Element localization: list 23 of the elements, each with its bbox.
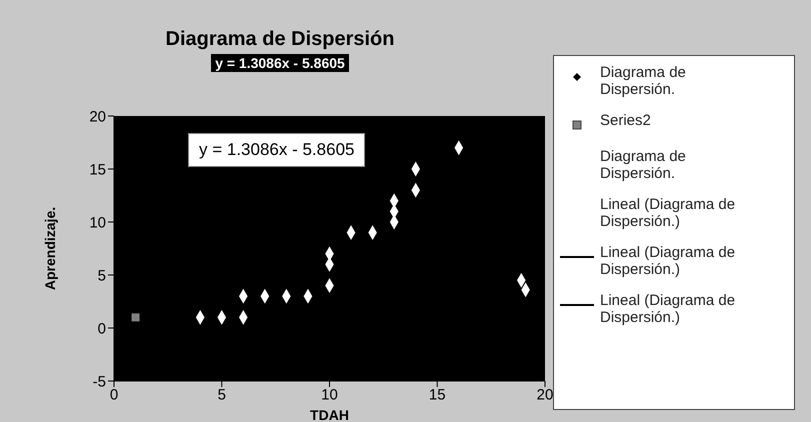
text: Diagrama de Dispersión. bbox=[600, 148, 687, 182]
x-tick-label: 20 bbox=[536, 386, 554, 404]
legend-label: Lineal (Diagrama de Dispersión.) bbox=[600, 244, 736, 278]
y-tick-label: 5 bbox=[98, 267, 106, 284]
y-axis-title: Aprendizaje. bbox=[42, 206, 58, 290]
x-tick-label: 15 bbox=[428, 386, 446, 404]
legend-label: Series2 bbox=[600, 112, 652, 129]
text: Lineal (Diagrama de Dispersión.) bbox=[600, 196, 736, 230]
chart-subtitle: y = 1.3086x - 5.8605 bbox=[211, 54, 349, 72]
y-tick-label: 15 bbox=[89, 161, 106, 178]
x-tick-label: 5 bbox=[218, 386, 226, 404]
y-tick-label: 0 bbox=[98, 320, 106, 338]
y-tick-label: 20 bbox=[89, 108, 106, 126]
text: Diagrama de Dispersión. bbox=[600, 64, 687, 98]
y-tick-label: 10 bbox=[89, 214, 106, 232]
y-tick-label: -5 bbox=[92, 373, 106, 390]
point bbox=[132, 313, 140, 322]
x-axis-title: TDAH bbox=[310, 407, 349, 422]
legend-label: Lineal (Diagrama de Dispersión.) bbox=[600, 292, 736, 326]
x-tick-label: 10 bbox=[321, 386, 338, 404]
annotation: y = 1.3086x - 5.8605 bbox=[188, 133, 366, 167]
chart-title: Diagrama de Dispersión bbox=[164, 28, 396, 51]
x-tick-label: 0 bbox=[110, 386, 118, 404]
